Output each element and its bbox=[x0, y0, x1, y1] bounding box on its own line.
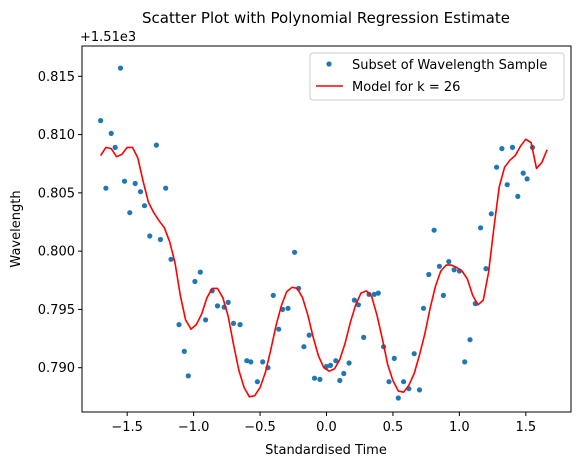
scatter-point bbox=[431, 227, 437, 233]
scatter-point bbox=[181, 348, 187, 354]
legend-label-scatter: Subset of Wavelength Sample bbox=[352, 58, 547, 73]
scatter-point bbox=[361, 334, 367, 340]
scatter-point bbox=[121, 178, 128, 184]
scatter-point bbox=[98, 118, 104, 124]
scatter-point bbox=[132, 180, 138, 187]
scatter-point bbox=[451, 267, 457, 273]
scatter-point bbox=[185, 373, 191, 379]
legend: Subset of Wavelength Sample Model for k … bbox=[309, 52, 565, 101]
legend-label-line: Model for k = 26 bbox=[352, 80, 460, 95]
scatter-point bbox=[371, 291, 377, 297]
scatter-point bbox=[214, 303, 221, 309]
scatter-point bbox=[163, 185, 169, 191]
scatter-point bbox=[147, 233, 153, 239]
scatter-point bbox=[337, 377, 343, 384]
y-axis-label: Wavelength bbox=[9, 190, 24, 267]
scatter-point bbox=[504, 182, 510, 188]
y-offset-text: +1.51e3 bbox=[80, 30, 136, 45]
scatter-point bbox=[137, 189, 144, 195]
y-tick-label: 0.815 bbox=[38, 70, 75, 85]
scatter-point bbox=[248, 359, 254, 365]
scatter-point bbox=[237, 322, 243, 328]
scatter-point bbox=[270, 292, 276, 298]
scatter-point bbox=[391, 355, 397, 361]
scatter-point bbox=[108, 130, 114, 136]
y-tick-label: 0.790 bbox=[38, 361, 75, 376]
scatter-point bbox=[494, 164, 500, 170]
scatter-point bbox=[244, 358, 250, 364]
scatter-point bbox=[176, 322, 182, 328]
scatter-point bbox=[499, 146, 505, 152]
scatter-point bbox=[420, 305, 427, 311]
scatter-point bbox=[141, 203, 148, 209]
x-tick-label: 1.5 bbox=[515, 420, 536, 435]
scatter-point bbox=[467, 337, 473, 343]
x-axis-label: Standardised Time bbox=[265, 443, 387, 458]
y-tick-label: 0.805 bbox=[38, 186, 75, 201]
scatter-point bbox=[327, 362, 334, 368]
scatter-point bbox=[117, 65, 124, 71]
scatter-point bbox=[112, 144, 118, 150]
y-tick-label: 0.810 bbox=[38, 128, 75, 143]
scatter-point bbox=[436, 263, 442, 269]
legend-marker-scatter bbox=[326, 61, 332, 67]
y-tick-label: 0.795 bbox=[38, 303, 75, 318]
scatter-point bbox=[168, 256, 174, 262]
x-tick-label: 0.5 bbox=[383, 420, 404, 435]
scatter-point bbox=[375, 290, 381, 296]
scatter-point bbox=[426, 271, 432, 278]
x-tick-label: 0.0 bbox=[316, 420, 337, 435]
scatter-point bbox=[317, 376, 323, 382]
scatter-point bbox=[440, 292, 446, 298]
scatter-point bbox=[260, 359, 266, 365]
model-line bbox=[99, 138, 548, 398]
scatter-point bbox=[153, 142, 159, 148]
scatter-point bbox=[488, 211, 494, 217]
scatter-point bbox=[276, 326, 282, 332]
scatter-point bbox=[478, 225, 484, 231]
scatter-point bbox=[346, 360, 352, 366]
plot-layer bbox=[98, 65, 548, 401]
scatter-point bbox=[462, 359, 468, 365]
scatter-point bbox=[386, 379, 392, 385]
scatter-point bbox=[446, 259, 452, 265]
scatter-point bbox=[103, 185, 109, 191]
scatter-point bbox=[157, 236, 163, 243]
x-axis-ticks: −1.5 −1.0 −0.5 0.0 0.5 1.0 1.5 bbox=[111, 412, 536, 435]
scatter-point bbox=[285, 305, 291, 311]
scatter-point bbox=[416, 387, 423, 393]
scatter-point bbox=[254, 379, 260, 385]
scatter-point bbox=[520, 170, 526, 176]
scatter-point bbox=[292, 249, 298, 255]
scatter-point bbox=[192, 278, 198, 285]
scatter-point bbox=[306, 332, 312, 338]
scatter-point bbox=[225, 299, 231, 305]
scatter-point bbox=[483, 266, 489, 272]
scatter-point bbox=[127, 210, 133, 216]
scatter-point bbox=[411, 351, 417, 357]
scatter-point bbox=[509, 144, 516, 150]
scatter-point bbox=[230, 320, 237, 326]
chart-title: Scatter Plot with Polynomial Regression … bbox=[142, 9, 510, 27]
scatter-point bbox=[341, 370, 347, 377]
y-axis-ticks: 0.790 0.795 0.800 0.805 0.810 0.815 bbox=[38, 70, 82, 376]
x-tick-label: −0.5 bbox=[244, 420, 276, 435]
x-tick-label: 1.0 bbox=[449, 420, 470, 435]
scatter-point bbox=[301, 344, 307, 350]
scatter-point bbox=[333, 358, 339, 364]
scatter-point bbox=[203, 317, 209, 323]
scatter-point bbox=[197, 269, 203, 275]
scatter-point bbox=[351, 297, 357, 303]
x-tick-label: −1.5 bbox=[111, 420, 143, 435]
scatter-point bbox=[524, 176, 530, 182]
scatter-point bbox=[401, 379, 407, 385]
y-tick-label: 0.800 bbox=[38, 245, 75, 260]
x-tick-label: −1.0 bbox=[178, 420, 210, 435]
legend-frame bbox=[309, 52, 565, 101]
scatter-point bbox=[395, 395, 401, 401]
scatter-point bbox=[311, 375, 318, 381]
scatter-point bbox=[515, 193, 521, 199]
